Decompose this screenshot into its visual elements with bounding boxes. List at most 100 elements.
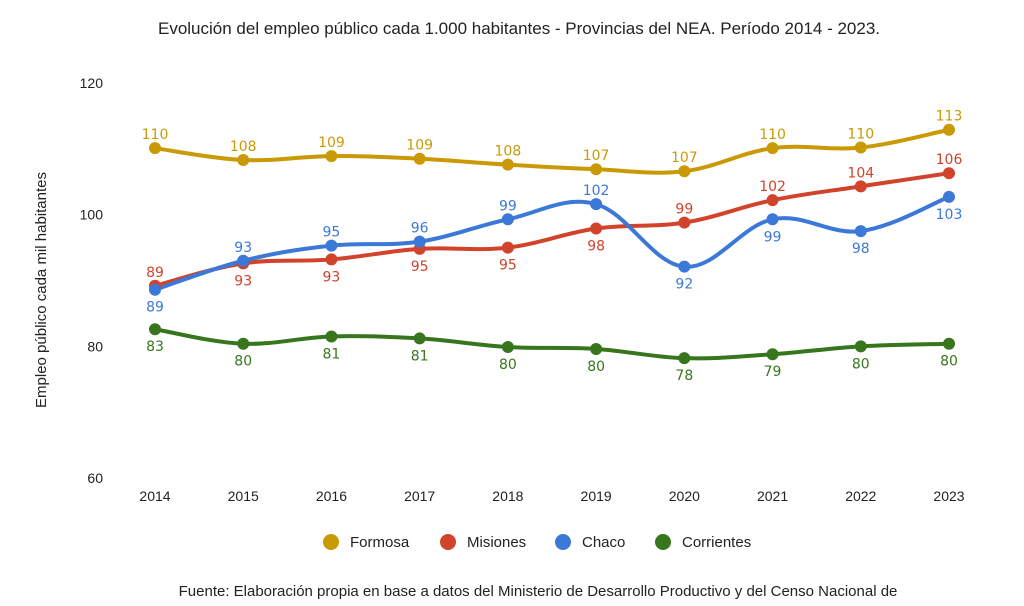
data-point-corrientes[interactable]	[501, 340, 514, 353]
data-point-formosa[interactable]	[854, 141, 867, 154]
x-tick-label: 2020	[669, 488, 700, 504]
legend-item-formosa[interactable]: Formosa	[323, 534, 410, 551]
data-label-chaco: 99	[499, 198, 517, 214]
data-point-formosa[interactable]	[149, 142, 161, 155]
data-point-misiones[interactable]	[678, 216, 691, 229]
y-axis-label: Empleo público cada mil habitantes	[33, 172, 50, 408]
data-point-formosa[interactable]	[501, 158, 514, 171]
data-point-chaco[interactable]	[854, 225, 867, 238]
data-label-corrientes: 78	[675, 368, 693, 384]
data-label-formosa: 110	[847, 127, 874, 143]
y-tick-label: 120	[80, 75, 104, 91]
data-point-corrientes[interactable]	[149, 323, 161, 336]
data-point-chaco[interactable]	[501, 213, 514, 226]
data-point-chaco[interactable]	[678, 260, 691, 273]
data-point-formosa[interactable]	[413, 152, 426, 165]
data-point-corrientes[interactable]	[325, 330, 338, 343]
data-label-formosa: 109	[406, 138, 433, 154]
data-point-formosa[interactable]	[766, 142, 779, 155]
data-label-misiones: 95	[499, 258, 517, 274]
data-point-formosa[interactable]	[678, 165, 691, 178]
x-tick-label: 2021	[757, 488, 788, 504]
legend-marker-chaco	[555, 534, 571, 550]
source-note: Fuente: Elaboración propia en base a dat…	[179, 583, 898, 600]
data-label-chaco: 99	[764, 229, 782, 245]
data-point-corrientes[interactable]	[854, 340, 867, 353]
legend-label: Chaco	[582, 534, 625, 551]
series-line-misiones	[153, 171, 951, 288]
data-label-chaco: 95	[323, 225, 341, 241]
data-label-formosa: 109	[318, 135, 345, 151]
data-label-misiones: 99	[675, 202, 693, 218]
y-tick-label: 60	[87, 470, 103, 486]
data-point-misiones[interactable]	[766, 194, 779, 207]
data-label-misiones: 93	[234, 273, 252, 289]
y-tick-label: 80	[87, 338, 103, 354]
legend-item-chaco[interactable]: Chaco	[555, 534, 625, 551]
data-label-formosa: 110	[142, 127, 169, 143]
y-tick-label: 100	[80, 207, 104, 223]
data-label-chaco: 89	[146, 300, 164, 316]
legend-label: Corrientes	[682, 534, 751, 551]
data-label-misiones: 104	[847, 165, 874, 181]
chart-title: Evolución del empleo público cada 1.000 …	[158, 19, 880, 38]
legend-marker-formosa	[323, 534, 339, 550]
data-point-corrientes[interactable]	[766, 348, 779, 361]
data-point-chaco[interactable]	[149, 283, 161, 296]
data-label-chaco: 93	[234, 240, 252, 256]
data-point-chaco[interactable]	[237, 254, 250, 267]
data-label-chaco: 103	[936, 207, 963, 223]
data-point-misiones[interactable]	[943, 167, 955, 180]
legend-item-corrientes[interactable]: Corrientes	[655, 534, 751, 551]
data-point-formosa[interactable]	[325, 150, 338, 163]
data-label-corrientes: 80	[940, 354, 958, 370]
series-points	[149, 123, 955, 365]
data-label-misiones: 106	[936, 152, 963, 168]
data-point-corrientes[interactable]	[413, 332, 426, 345]
data-label-chaco: 92	[675, 277, 693, 293]
data-label-corrientes: 80	[234, 354, 252, 370]
data-label-corrientes: 79	[764, 364, 782, 380]
data-label-misiones: 93	[323, 269, 341, 285]
legend-label: Misiones	[467, 534, 526, 551]
data-point-misiones[interactable]	[854, 180, 867, 193]
data-label-formosa: 107	[671, 150, 698, 166]
legend-marker-misiones	[440, 534, 456, 550]
series-line-chaco	[153, 194, 951, 292]
data-point-formosa[interactable]	[943, 123, 955, 136]
series-lines	[153, 127, 951, 361]
data-point-corrientes[interactable]	[590, 342, 603, 355]
data-point-misiones[interactable]	[501, 241, 514, 254]
data-label-misiones: 102	[759, 179, 786, 195]
data-point-misiones[interactable]	[590, 222, 603, 235]
data-label-chaco: 96	[411, 221, 429, 237]
data-label-corrientes: 81	[323, 346, 341, 362]
data-point-chaco[interactable]	[325, 239, 338, 252]
x-tick-label: 2019	[581, 488, 612, 504]
data-point-formosa[interactable]	[237, 154, 250, 167]
legend-item-misiones[interactable]: Misiones	[440, 534, 526, 551]
data-point-chaco[interactable]	[943, 190, 955, 203]
y-axis-ticks: 60 80 100 120	[80, 75, 104, 486]
data-label-formosa: 108	[230, 139, 257, 155]
x-tick-label: 2018	[492, 488, 523, 504]
data-point-corrientes[interactable]	[943, 337, 955, 350]
data-label-corrientes: 80	[852, 356, 870, 372]
data-point-chaco[interactable]	[590, 198, 603, 211]
data-point-corrientes[interactable]	[678, 352, 691, 365]
data-label-formosa: 113	[936, 109, 963, 125]
legend: Formosa Misiones Chaco Corrientes	[323, 534, 751, 551]
legend-label: Formosa	[350, 534, 410, 551]
data-point-corrientes[interactable]	[237, 337, 250, 350]
x-tick-label: 2016	[316, 488, 347, 504]
x-axis-ticks: 2014 2015 2016 2017 2018 2019 2020 2021 2022 2023	[139, 488, 964, 504]
data-label-formosa: 110	[759, 127, 786, 143]
x-tick-label: 2022	[845, 488, 876, 504]
data-label-corrientes: 80	[499, 357, 517, 373]
data-label-misiones: 89	[146, 265, 164, 281]
data-point-chaco[interactable]	[766, 213, 779, 226]
data-point-formosa[interactable]	[590, 163, 603, 176]
data-point-misiones[interactable]	[325, 253, 338, 266]
data-point-chaco[interactable]	[413, 235, 426, 248]
